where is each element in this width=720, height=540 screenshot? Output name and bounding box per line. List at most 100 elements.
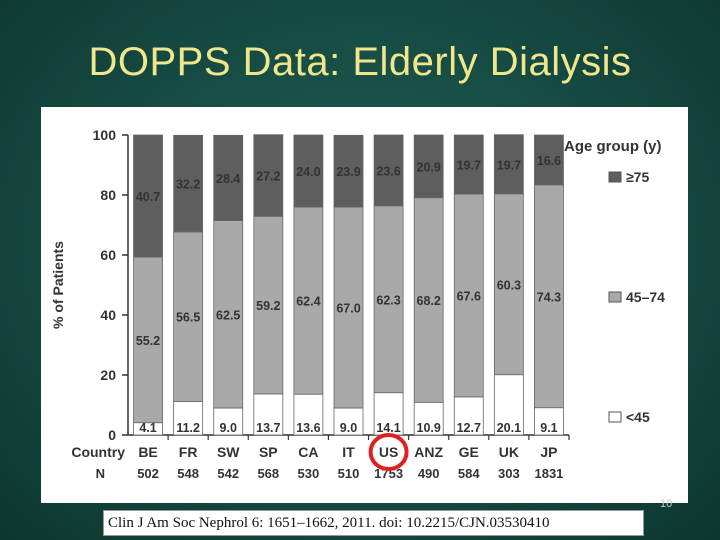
category-label: SW (217, 444, 240, 460)
category-label: CA (298, 444, 318, 460)
bar-segment (293, 134, 324, 208)
bar-segment (133, 256, 163, 424)
data-label: 24.0 (296, 165, 320, 179)
n-value: 510 (338, 466, 360, 481)
data-label: 28.4 (216, 172, 240, 186)
legend-swatch (608, 171, 622, 183)
highlight-circle (368, 433, 409, 471)
bar-segment (413, 401, 444, 436)
bar-segment (133, 134, 163, 258)
data-label: 13.7 (256, 421, 280, 435)
bar-segment (213, 407, 244, 436)
data-label: 10.9 (417, 421, 441, 435)
y-tick-label: 60 (100, 247, 116, 263)
y-tick-label: 80 (100, 187, 116, 203)
bar-segment (534, 184, 564, 409)
data-label: 14.1 (376, 421, 400, 435)
y-axis-label: % of Patients (50, 241, 66, 329)
data-label: 20.1 (497, 421, 521, 435)
data-label: 62.3 (376, 293, 400, 307)
data-label: 13.6 (296, 421, 320, 435)
bar-segment (534, 407, 564, 436)
legend-label: <45 (626, 409, 650, 425)
data-label: 9.1 (540, 421, 557, 435)
stacked-bar-chart: 0 20 40 60 80 100 % of Patients 4.1 55.2 40.7 BE 50… (50, 127, 665, 481)
bar-segment (453, 396, 484, 436)
category-label: BE (138, 444, 157, 460)
legend-title: Age group (y) (564, 138, 662, 155)
n-value: 584 (458, 466, 480, 481)
bar-segment (213, 134, 244, 221)
slide-title: DOPPS Data: Elderly Dialysis (88, 40, 632, 84)
bar-segment (333, 206, 364, 409)
data-label: 60.3 (497, 278, 521, 292)
bar-segment (253, 134, 284, 217)
category-label: ANZ (414, 444, 443, 460)
data-label: 19.7 (497, 158, 521, 172)
data-label: 9.0 (340, 421, 357, 435)
bar-segment (173, 134, 204, 233)
country-row-label: Country (71, 444, 125, 460)
bar-segment (253, 393, 284, 436)
bar-segment (373, 392, 404, 436)
bar-segment (213, 220, 244, 409)
category-label: US (379, 444, 398, 460)
n-value: 542 (217, 466, 239, 481)
n-value: 530 (298, 466, 320, 481)
y-tick-label: 20 (100, 367, 116, 383)
data-label: 67.6 (457, 290, 481, 304)
data-label: 27.2 (256, 170, 280, 184)
data-label: 62.4 (296, 295, 320, 309)
data-label: 20.9 (417, 160, 441, 174)
data-label: 74.3 (537, 290, 561, 304)
bar-segment (493, 374, 524, 436)
data-label: 67.0 (336, 302, 360, 316)
bar-segment (493, 134, 524, 195)
n-value: 568 (257, 466, 279, 481)
data-label: 11.2 (176, 421, 200, 435)
chart-panel: 0 20 40 60 80 100 % of Patients 4.1 55.2 40.7 BE 50… (41, 107, 688, 503)
bar-segment (333, 134, 364, 208)
category-label: FR (179, 444, 198, 460)
bar-segment (413, 197, 444, 403)
data-label: 68.2 (417, 294, 441, 308)
n-value: 303 (498, 466, 520, 481)
bar-segment (493, 193, 524, 376)
legend-swatch (608, 291, 622, 303)
category-label: UK (499, 444, 519, 460)
category-label: IT (342, 444, 355, 460)
data-label: 32.2 (176, 178, 200, 192)
n-value: 548 (177, 466, 199, 481)
data-label: 19.7 (457, 159, 481, 173)
legend-label: 45–74 (626, 289, 665, 305)
data-label: 23.9 (336, 165, 360, 179)
bar-segment (453, 134, 484, 195)
data-label: 23.6 (376, 164, 400, 178)
slide-number: 10 (660, 498, 673, 510)
bar-segment (413, 134, 444, 199)
bar-segment (253, 215, 284, 395)
legend-swatch (608, 411, 622, 423)
y-tick-label: 100 (93, 127, 117, 143)
n-row-label: N (96, 466, 105, 481)
bar-segment (534, 134, 564, 186)
n-value: 490 (418, 466, 440, 481)
n-value: 1831 (534, 466, 563, 481)
data-label: 62.5 (216, 308, 240, 322)
data-label: 59.2 (256, 299, 280, 313)
data-label: 55.2 (136, 334, 160, 348)
data-label: 4.1 (139, 421, 156, 435)
category-label: SP (259, 444, 278, 460)
bar-segment (333, 407, 364, 436)
data-label: 40.7 (136, 190, 160, 204)
data-label: 16.6 (537, 154, 561, 168)
category-label: JP (540, 444, 557, 460)
bar-segment (373, 134, 404, 207)
n-value: 502 (137, 466, 159, 481)
y-tick-label: 0 (108, 427, 116, 443)
data-label: 12.7 (457, 421, 481, 435)
data-label: 9.0 (220, 421, 237, 435)
category-label: GE (459, 444, 479, 460)
citation: Clin J Am Soc Nephrol 6: 1651–1662, 2011… (103, 510, 644, 536)
data-label: 56.5 (176, 311, 200, 325)
